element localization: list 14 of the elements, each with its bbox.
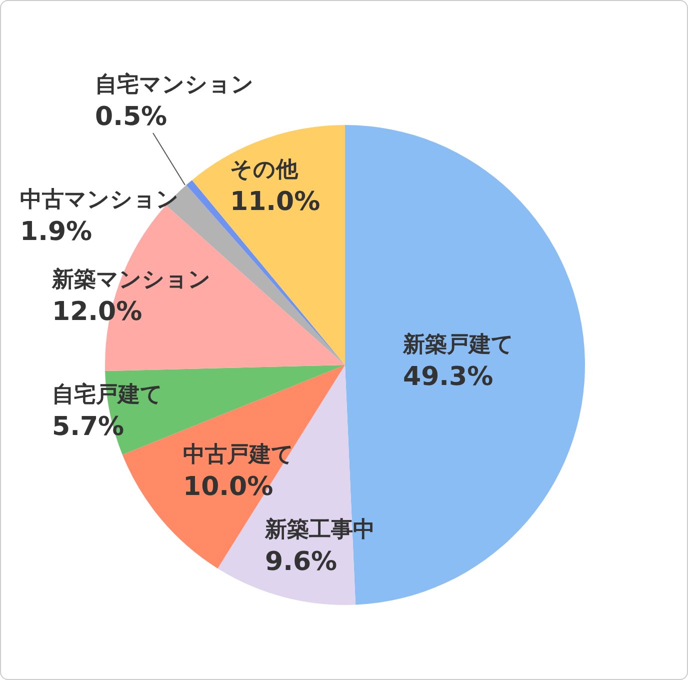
data-label: 1.9%: [20, 216, 92, 247]
data-label: 9.6%: [265, 546, 338, 577]
data-label: 49.3%: [403, 362, 494, 392]
slice-label: 自宅戸建て: [52, 382, 163, 408]
slice-label: 中古戸建て: [183, 442, 294, 468]
slice-label: 自宅マンション: [95, 72, 254, 98]
data-label: 0.5%: [95, 102, 168, 132]
data-label: 12.0%: [52, 296, 142, 327]
slice-label: 中古マンション: [20, 188, 179, 213]
slice-label: 新築工事中: [264, 516, 375, 543]
slice-label: 新築戸建て: [402, 332, 514, 358]
data-label: 11.0%: [230, 186, 320, 217]
slice-label: 新築マンション: [51, 266, 211, 293]
slice-label: その他: [230, 158, 299, 183]
